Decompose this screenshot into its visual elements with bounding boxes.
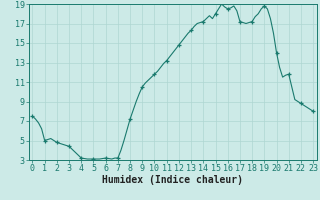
X-axis label: Humidex (Indice chaleur): Humidex (Indice chaleur) <box>102 175 243 185</box>
